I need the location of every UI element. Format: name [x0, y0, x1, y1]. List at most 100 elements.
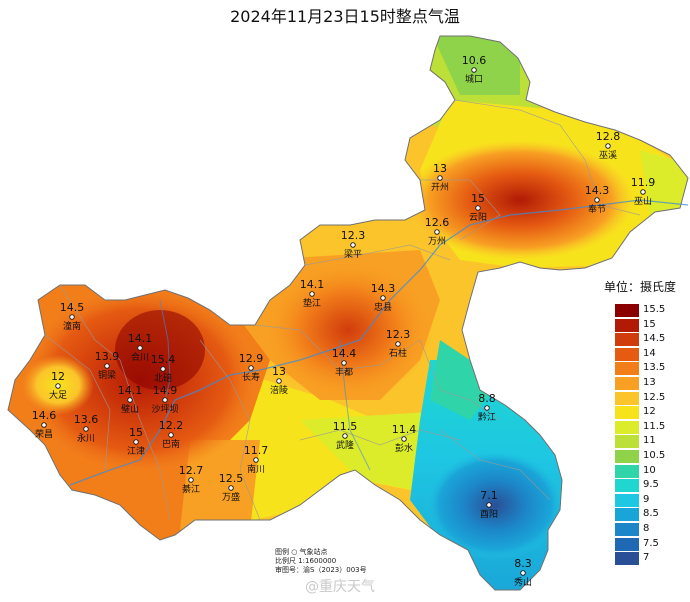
station-name: 忠县 [374, 302, 392, 313]
legend-swatch [615, 318, 639, 332]
station-fengdu[interactable]: 14.4 丰都 [332, 347, 357, 378]
station-name: 永川 [77, 432, 95, 444]
station-marker-icon [486, 502, 492, 508]
station-banan[interactable]: 12.2 巴南 [159, 419, 184, 450]
station-marker-icon [228, 485, 234, 491]
station-dianjiang[interactable]: 14.1 垫江 [300, 278, 325, 309]
station-bishan[interactable]: 14.1 璧山 [118, 384, 143, 415]
station-yunyang[interactable]: 15 云阳 [469, 192, 487, 223]
station-name: 云阳 [469, 212, 487, 223]
station-qianjiang[interactable]: 8.8 黔江 [478, 392, 496, 423]
legend-swatch [615, 479, 639, 493]
legend-label: 11 [643, 435, 656, 447]
legend-label: 9.5 [643, 479, 659, 491]
station-temp: 13.6 [74, 413, 99, 426]
station-kaizhou[interactable]: 13 开州 [431, 162, 449, 193]
station-tongliang[interactable]: 13.9 铜梁 [95, 350, 120, 381]
station-xiushan[interactable]: 8.3 秀山 [514, 557, 532, 588]
station-temp: 12.8 [596, 130, 621, 143]
station-beibei[interactable]: 15.4 北碚 [151, 353, 176, 384]
station-marker-icon [395, 341, 401, 347]
station-youyang[interactable]: 7.1 酉阳 [480, 489, 498, 520]
station-temp: 14.1 [118, 384, 143, 397]
station-wanzhou[interactable]: 12.6 万州 [425, 216, 450, 247]
station-liangping[interactable]: 12.3 梁平 [341, 229, 366, 260]
station-changshou[interactable]: 12.9 长寿 [239, 352, 264, 383]
station-marker-icon [104, 363, 110, 369]
station-name: 綦江 [182, 483, 200, 495]
footer-legend-note: 图例 ○ 气象站点 [275, 548, 328, 556]
station-temp: 14.9 [153, 384, 178, 397]
station-marker-icon [380, 295, 386, 301]
station-wulong[interactable]: 11.5 武隆 [333, 420, 358, 451]
station-shapingba[interactable]: 14.9 沙坪坝 [151, 384, 178, 415]
station-zhongxian[interactable]: 14.3 忠县 [371, 282, 396, 313]
station-dazu[interactable]: 12 大足 [49, 370, 67, 401]
station-pengshui[interactable]: 11.4 彭水 [392, 423, 417, 454]
station-temp: 12.3 [386, 328, 411, 341]
station-temp: 12.3 [341, 229, 366, 242]
legend-swatch [615, 420, 639, 434]
station-temp: 15 [129, 426, 143, 439]
station-name: 万盛 [222, 491, 240, 503]
station-temp: 11.9 [631, 176, 656, 189]
station-temp: 13 [272, 365, 286, 378]
legend-swatch [615, 508, 639, 522]
station-temp: 8.8 [478, 392, 496, 405]
station-marker-icon [127, 397, 133, 403]
station-marker-icon [309, 291, 315, 297]
station-jiangjin[interactable]: 15 江津 [127, 426, 145, 457]
legend-swatch [615, 552, 639, 566]
station-name: 长寿 [242, 371, 260, 383]
legend-label: 15 [643, 318, 656, 330]
station-wansheng[interactable]: 12.5 万盛 [219, 472, 244, 503]
legend-label: 14.5 [643, 333, 666, 345]
legend-swatch [615, 435, 639, 449]
station-marker-icon [188, 477, 194, 483]
station-name: 丰都 [335, 366, 353, 378]
station-name: 武隆 [336, 439, 354, 451]
station-hechuan[interactable]: 14.1 合川 [128, 332, 153, 363]
legend-label: 12 [643, 406, 656, 418]
station-marker-icon [605, 143, 611, 149]
station-name: 璧山 [121, 403, 139, 415]
station-chengkou[interactable]: 10.6 城口 [462, 54, 487, 85]
station-marker-icon [133, 439, 139, 445]
station-name: 黔江 [478, 411, 496, 423]
station-temp: 14.3 [585, 184, 610, 197]
station-tongnan[interactable]: 14.5 潼南 [60, 301, 85, 332]
station-marker-icon [434, 229, 440, 235]
station-rongchang[interactable]: 14.6 荣昌 [32, 409, 57, 440]
station-name: 梁平 [344, 248, 362, 260]
legend-swatch [615, 537, 639, 551]
station-fuling[interactable]: 13 涪陵 [270, 365, 288, 396]
legend-label: 8 [643, 523, 650, 534]
station-temp: 8.3 [514, 557, 532, 570]
legend-swatch [615, 377, 639, 390]
legend-swatch [615, 450, 639, 463]
station-qijiang[interactable]: 12.7 綦江 [179, 464, 204, 495]
station-temp: 12.7 [179, 464, 204, 477]
legend-label: 10 [643, 464, 656, 476]
station-temp: 12 [51, 370, 65, 383]
station-marker-icon [41, 422, 47, 428]
station-fengjie[interactable]: 14.3 奉节 [585, 184, 610, 215]
station-marker-icon [162, 397, 168, 403]
legend-swatch [615, 391, 639, 405]
station-nanchuan[interactable]: 11.7 南川 [244, 444, 269, 475]
station-temp: 7.1 [480, 489, 498, 502]
station-wuxi[interactable]: 12.8 巫溪 [596, 130, 621, 161]
station-temp: 13.9 [95, 350, 120, 363]
station-name: 开州 [431, 182, 449, 193]
station-temp: 11.7 [244, 444, 269, 457]
station-name: 石柱 [389, 347, 407, 359]
watermark: @重庆天气 [305, 579, 375, 595]
station-wushan[interactable]: 11.9 巫山 [631, 176, 656, 207]
legend-label: 11.5 [643, 420, 666, 432]
station-yongchuan[interactable]: 13.6 永川 [74, 413, 99, 444]
station-name: 江津 [127, 446, 145, 457]
station-shizhu[interactable]: 12.3 石柱 [386, 328, 411, 359]
station-temp: 11.4 [392, 423, 417, 436]
